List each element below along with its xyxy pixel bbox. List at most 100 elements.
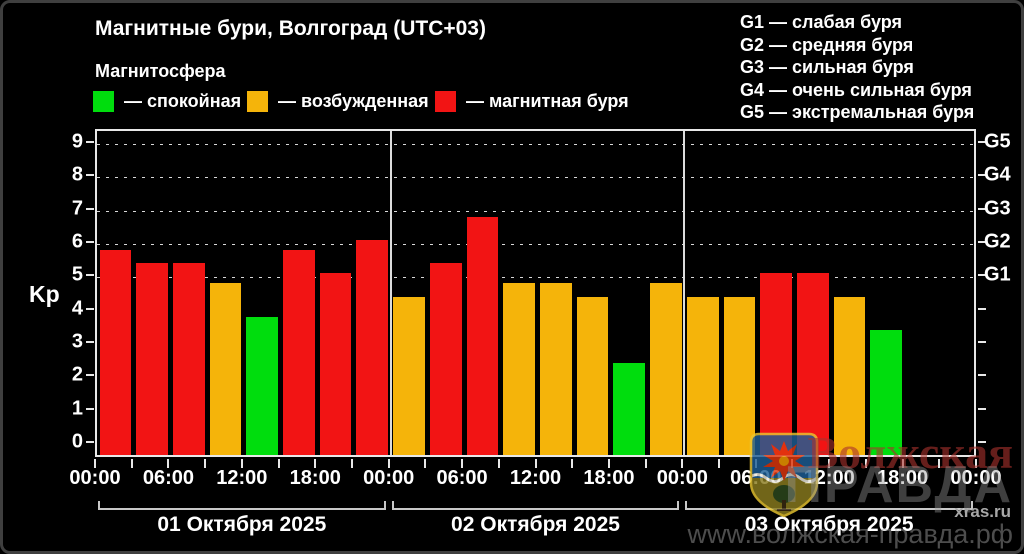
kp-bar [650, 283, 682, 455]
watermark-brand-line2: ПРАВДА [784, 456, 1013, 514]
day-date-label: 02 Октября 2025 [451, 513, 620, 536]
x-tick-mark [681, 459, 684, 468]
legend-item-storm: — магнитная буря [435, 91, 629, 112]
x-tick-mark [350, 459, 353, 468]
legend-item-quiet: — спокойная [93, 91, 241, 112]
x-tick-mark [718, 459, 721, 468]
y-tick-label: 3 [71, 330, 83, 353]
storm-scale-legend: G1 — слабая буря G2 — средняя буря G3 — … [740, 11, 974, 124]
kp-bar [393, 296, 425, 455]
gridline-kp9 [97, 144, 974, 146]
plot-area [95, 129, 976, 457]
x-tick-mark [607, 459, 610, 468]
quiet-color-swatch [93, 91, 114, 112]
storm-scale-g4: G4 — очень сильная буря [740, 79, 972, 100]
x-tick-mark [314, 459, 317, 468]
y-tick-mark-right [978, 274, 986, 277]
x-tick-mark [497, 459, 500, 468]
y-tick-mark [86, 441, 94, 443]
kp-bar [760, 273, 792, 455]
y-tick-mark-right [978, 341, 986, 343]
day-bracket [98, 501, 386, 510]
gridline-kp7 [97, 210, 974, 212]
y-tick-mark [86, 141, 94, 144]
kp-bar [576, 296, 609, 455]
g-level-label-g2: G2 [984, 230, 1011, 253]
kp-bar [246, 316, 279, 455]
kp-bar [136, 263, 168, 455]
chart-title: Магнитные бури, Волгоград (UTC+03) [95, 17, 486, 40]
y-tick-mark [86, 341, 94, 343]
y-tick-mark-right [978, 141, 986, 144]
x-tick-mark [130, 459, 133, 468]
y-tick-mark [86, 207, 94, 210]
kp-bar [870, 330, 903, 455]
legend-label: — возбужденная [278, 91, 429, 111]
x-tick-mark [644, 459, 647, 468]
x-tick-mark [167, 459, 170, 468]
kp-bar [209, 283, 242, 455]
watermark-brand-line1: Волжская [807, 427, 1013, 478]
day-date-label: 01 Октября 2025 [157, 513, 327, 536]
legend-item-unsettled: — возбужденная [247, 91, 429, 112]
gridline-kp5 [97, 277, 974, 279]
day-divider [683, 131, 686, 455]
kp-bar [172, 263, 205, 455]
volzhskaya-pravda-coat-of-arms [749, 432, 819, 518]
x-tick-label: 18:00 [583, 467, 635, 489]
x-tick-label: 06:00 [142, 467, 194, 489]
kp-bar [613, 363, 646, 455]
storm-scale-g1: G1 — слабая буря [740, 12, 903, 32]
kp-bar [833, 296, 866, 455]
y-tick-mark [86, 307, 94, 310]
legend-label: — спокойная [124, 91, 242, 111]
y-tick-mark [86, 374, 94, 377]
kp-bar [686, 296, 719, 455]
x-tick-label: 06:00 [436, 467, 488, 489]
y-axis-title: Kp [29, 281, 60, 307]
y-tick-mark-right [978, 174, 986, 177]
g-level-label-g4: G4 [984, 163, 1011, 186]
gridline-kp8 [97, 177, 974, 179]
kp-bar [796, 273, 829, 455]
x-tick-mark [277, 459, 280, 468]
g-level-label-g5: G5 [984, 130, 1011, 153]
x-tick-label: 12:00 [216, 467, 268, 489]
y-tick-label: 1 [71, 397, 83, 420]
kp-bar [319, 273, 352, 455]
x-tick-label: 00:00 [656, 467, 708, 489]
x-tick-label: 12:00 [509, 467, 562, 489]
storm-scale-g5: G5 — экстремальная буря [740, 102, 975, 122]
y-tick-label: 2 [71, 363, 83, 386]
y-tick-label: 0 [71, 430, 83, 453]
gridline-kp6 [97, 244, 974, 246]
y-tick-mark [86, 241, 94, 244]
g-level-label-g1: G1 [984, 263, 1011, 286]
storm-color-swatch [435, 91, 456, 112]
star-icon [763, 441, 805, 481]
x-tick-mark [94, 459, 96, 468]
watermark-url: www.волжская-правда.рф [687, 519, 1013, 549]
storm-scale-g3: G3 — сильная буря [740, 57, 914, 77]
y-tick-label: 6 [71, 230, 83, 253]
source-site-label: xras.ru [954, 502, 1011, 521]
day-bracket [391, 501, 680, 510]
x-tick-mark [461, 459, 464, 468]
kp-bar [466, 216, 499, 455]
kp-bar [723, 296, 756, 455]
y-tick-label: 8 [71, 163, 83, 186]
kp-bar [503, 283, 535, 455]
y-tick-mark-right [978, 241, 986, 244]
kp-bar [283, 250, 315, 455]
y-tick-label: 7 [71, 197, 83, 220]
x-tick-mark [240, 459, 243, 468]
g-level-label-g3: G3 [984, 197, 1011, 220]
tree-icon [773, 485, 795, 511]
y-tick-mark-right [978, 207, 986, 210]
y-tick-mark [86, 174, 94, 177]
x-tick-label: 00:00 [363, 467, 415, 489]
kp-bar [540, 283, 572, 455]
kp-bar [99, 250, 132, 455]
x-tick-mark [534, 459, 537, 468]
